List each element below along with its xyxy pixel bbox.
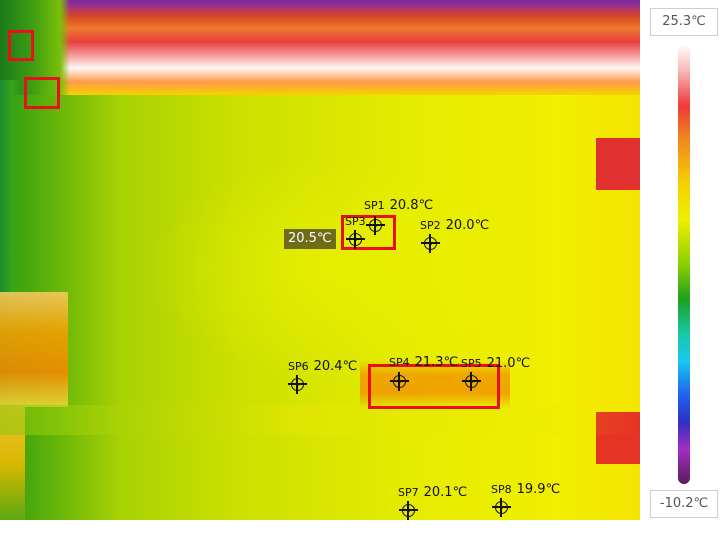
spot-label-sp7: SP7 20.1℃ [398,481,467,500]
spot-marker-sp6[interactable] [287,374,307,394]
spot-name: SP4 [389,356,410,369]
left-warm-block [0,292,68,407]
scale-min-label[interactable]: -10.2℃ [650,490,718,518]
spot-temperature: 20.1℃ [423,485,468,500]
spot-name: SP3 [345,215,366,228]
spot-temperature: 21.0℃ [486,356,531,371]
spot-label-sp6: SP6 20.4℃ [288,355,357,374]
scale-max-label[interactable]: 25.3℃ [650,8,718,36]
right-hot-patch-upper [596,138,640,190]
spot-label-sp2: SP2 20.0℃ [420,214,489,233]
spot-label-sp1: SP1 20.8℃ [364,194,433,213]
spot-label-sp5: SP5 21.0℃ [461,352,530,371]
spot-temperature: 20.8℃ [389,198,434,213]
spot-temperature: 21.3℃ [414,355,459,370]
selection-box-4[interactable] [368,364,500,409]
spot-marker-sp8[interactable] [491,497,511,517]
selection-box-1[interactable] [8,30,34,61]
spot-label-sp3: SP3 [345,210,366,229]
color-scale-bar [678,44,690,484]
lower-band [0,405,640,435]
spot-temperature: 20.0℃ [445,218,490,233]
spot-marker-sp3[interactable] [345,229,365,249]
cursor-temperature-badge: 20.5℃ [284,229,336,249]
spot-temperature: 19.9℃ [516,482,561,497]
spot-marker-sp7[interactable] [398,500,418,520]
spot-name: SP1 [364,199,385,212]
hot-roof-band [0,0,640,95]
spot-marker-sp5[interactable] [461,371,481,391]
spot-name: SP5 [461,357,482,370]
spot-name: SP6 [288,360,309,373]
spot-name: SP8 [491,483,512,496]
warm-pipe-region [360,360,510,408]
spot-label-sp4: SP4 21.3℃ [389,351,458,370]
spot-marker-sp1[interactable] [365,215,385,235]
spot-marker-sp2[interactable] [420,233,440,253]
spot-temperature: 20.4℃ [313,359,358,374]
spot-label-sp8: SP8 19.9℃ [491,478,560,497]
spot-marker-sp4[interactable] [389,371,409,391]
spot-name: SP2 [420,219,441,232]
thermal-image[interactable]: SP1 20.8℃ SP2 20.0℃ SP3 SP4 21.3℃ SP5 21.0℃ … [0,0,640,520]
selection-box-2[interactable] [24,77,60,109]
spot-name: SP7 [398,486,419,499]
selection-box-3[interactable] [341,215,396,250]
